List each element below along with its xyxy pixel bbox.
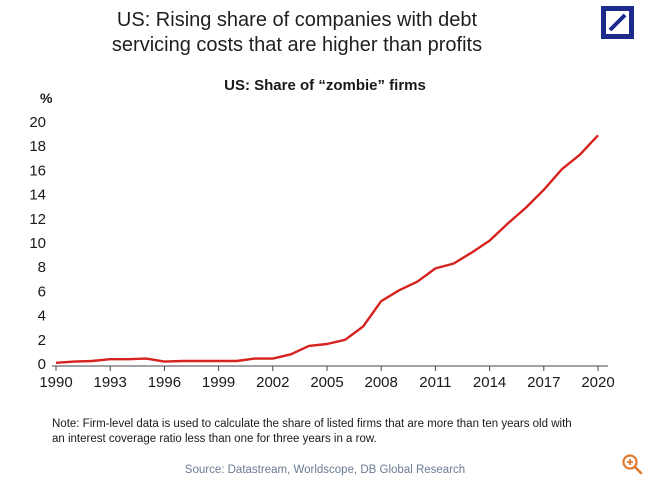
footnote-line-2: an interest coverage ratio less than one… (52, 433, 377, 445)
footnote-line-1: Note: Firm-level data is used to calcula… (52, 418, 572, 430)
series-line-zombie-share (55, 134, 599, 364)
y-tick-label: 18 (29, 138, 46, 155)
y-tick-label: 12 (29, 211, 46, 228)
x-tick-label: 1993 (94, 374, 127, 391)
y-tick-label: 8 (38, 259, 46, 276)
x-tick-label: 2020 (581, 374, 614, 391)
x-tick-label: 1999 (202, 374, 235, 391)
y-axis-ticks: 0 2 4 6 8 10 12 14 16 18 20 (29, 114, 46, 373)
x-tick-label: 1990 (39, 374, 72, 391)
deutsche-bank-logo-icon (601, 6, 634, 39)
zoom-in-icon[interactable] (620, 452, 644, 476)
headline: US: Rising share of companies with debt … (0, 8, 594, 58)
line-chart: 0 2 4 6 8 10 12 14 16 18 20 1990 1993 1996 1999 2002 20… (29, 114, 615, 391)
y-tick-label: 6 (38, 283, 46, 300)
x-tick-label: 1996 (148, 374, 181, 391)
chart-title: US: Share of “zombie” firms (224, 77, 426, 94)
x-tick-label: 2017 (527, 374, 560, 391)
headline-line-2: servicing costs that are higher than pro… (111, 34, 483, 56)
y-axis-unit-label: % (40, 90, 53, 106)
x-tick-label: 2014 (473, 374, 506, 391)
footnote: Note: Firm-level data is used to calcula… (52, 417, 642, 447)
y-tick-label: 20 (29, 114, 46, 131)
y-tick-label: 4 (38, 308, 46, 325)
y-tick-label: 16 (29, 162, 46, 179)
y-tick-label: 10 (29, 235, 46, 252)
x-tick-label: 2008 (365, 374, 398, 391)
y-tick-label: 2 (38, 332, 46, 349)
y-tick-label: 14 (29, 187, 46, 204)
headline-line-1: US: Rising share of companies with debt (116, 9, 478, 31)
x-tick-label: 2011 (419, 374, 451, 391)
x-tick-label: 2005 (310, 374, 343, 391)
x-tick-label: 2002 (256, 374, 289, 391)
y-tick-label: 0 (38, 356, 46, 373)
source-note: Source: Datastream, Worldscope, DB Globa… (184, 464, 466, 476)
x-axis-ticks: 1990 1993 1996 1999 2002 2005 2008 2011 2014 2017… (39, 366, 615, 391)
